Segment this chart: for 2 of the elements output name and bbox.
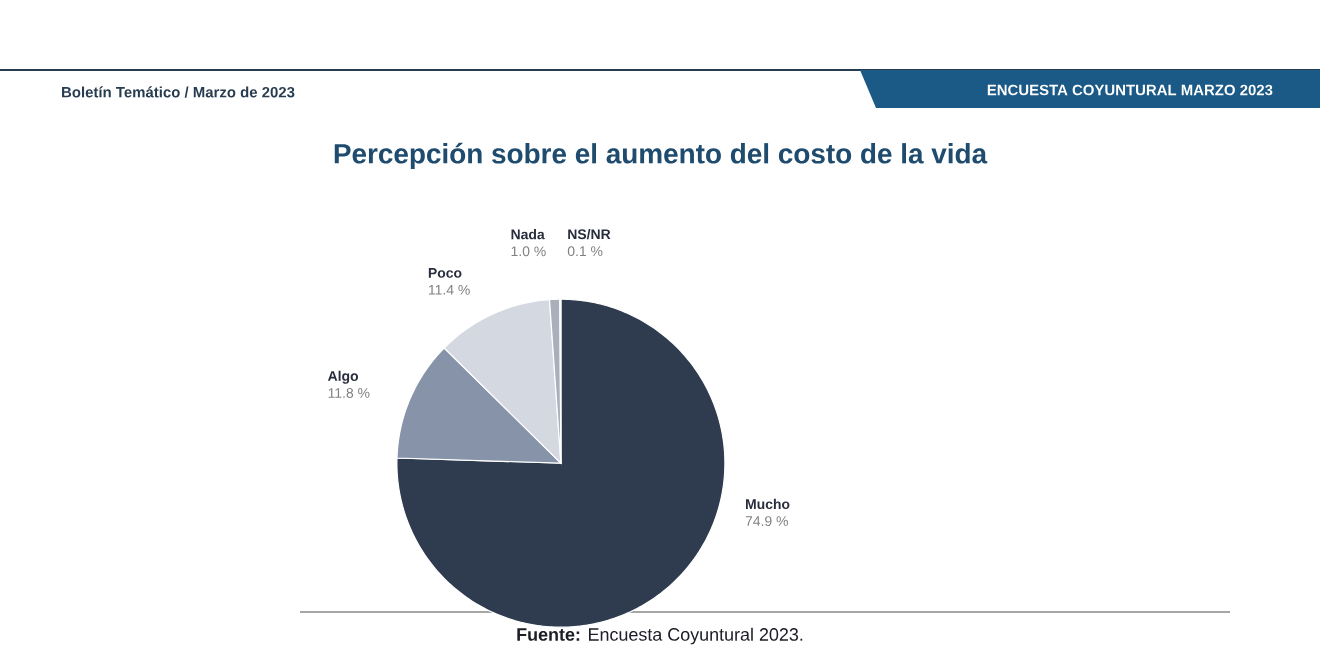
text: Fuente: Encuesta Coyuntural 2023. <box>517 627 803 645</box>
chart-title: Percepción sobre el aumento del costo de la vida <box>334 142 988 170</box>
